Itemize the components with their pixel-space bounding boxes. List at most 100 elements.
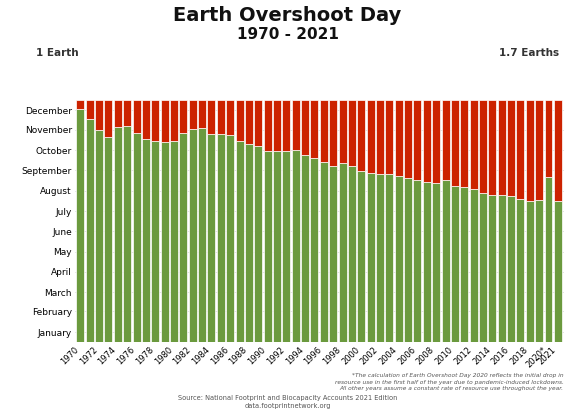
Bar	[320, 162, 328, 342]
Bar	[498, 195, 505, 342]
Bar	[432, 183, 440, 342]
Bar	[404, 178, 412, 342]
Bar	[76, 100, 85, 109]
Bar	[179, 133, 187, 342]
Bar	[142, 139, 150, 342]
Text: 1970 - 2021: 1970 - 2021	[236, 27, 339, 42]
Bar	[432, 100, 440, 183]
Bar	[198, 100, 206, 128]
Bar	[86, 118, 94, 342]
Bar	[245, 100, 253, 144]
Bar	[413, 180, 421, 342]
Text: 1 Earth: 1 Earth	[36, 48, 79, 58]
Bar	[254, 100, 262, 146]
Bar	[95, 130, 103, 342]
Text: 1.7 Earths: 1.7 Earths	[499, 48, 559, 58]
Bar	[516, 199, 524, 342]
Bar	[245, 144, 253, 342]
Bar	[451, 100, 459, 186]
Bar	[105, 100, 113, 136]
Bar	[310, 100, 319, 158]
Bar	[460, 187, 468, 342]
Bar	[488, 100, 496, 195]
Bar	[292, 151, 300, 342]
Bar	[236, 100, 244, 141]
Bar	[320, 100, 328, 162]
Bar	[442, 180, 450, 342]
Bar	[535, 100, 543, 200]
Bar	[348, 166, 356, 342]
Text: Source: National Footprint and Biocapacity Accounts 2021 Edition
data.footprintn: Source: National Footprint and Biocapaci…	[178, 394, 397, 409]
Bar	[217, 134, 225, 342]
Bar	[423, 100, 431, 182]
Bar	[376, 173, 384, 342]
Bar	[114, 127, 122, 342]
Bar	[208, 134, 216, 342]
Bar	[507, 100, 515, 196]
Bar	[86, 100, 94, 118]
Bar	[208, 100, 216, 134]
Bar	[76, 109, 85, 342]
Bar	[339, 163, 347, 342]
Bar	[226, 100, 234, 135]
Bar	[254, 146, 262, 342]
Bar	[554, 100, 562, 201]
Bar	[179, 100, 187, 133]
Bar	[217, 100, 225, 134]
Bar	[310, 158, 319, 342]
Bar	[545, 100, 553, 177]
Bar	[367, 100, 374, 173]
Bar	[282, 100, 290, 151]
Bar	[133, 100, 140, 133]
Bar	[507, 196, 515, 342]
Bar	[442, 100, 450, 180]
Bar	[170, 141, 178, 342]
Bar	[348, 100, 356, 166]
Bar	[385, 100, 393, 174]
Bar	[236, 141, 244, 342]
Bar	[460, 100, 468, 187]
Bar	[357, 171, 365, 342]
Bar	[142, 100, 150, 139]
Bar	[329, 166, 337, 342]
Bar	[123, 100, 131, 126]
Bar	[470, 100, 478, 189]
Bar	[526, 100, 534, 201]
Bar	[488, 195, 496, 342]
Bar	[123, 126, 131, 342]
Bar	[545, 177, 553, 342]
Bar	[292, 100, 300, 151]
Bar	[516, 100, 524, 199]
Bar	[264, 151, 271, 342]
Bar	[339, 100, 347, 163]
Bar	[198, 128, 206, 342]
Bar	[329, 100, 337, 166]
Bar	[526, 201, 534, 342]
Text: *The calculation of Earth Overshoot Day 2020 reflects the initial drop in
resour: *The calculation of Earth Overshoot Day …	[335, 373, 564, 392]
Bar	[385, 174, 393, 342]
Bar	[376, 100, 384, 173]
Bar	[423, 182, 431, 342]
Bar	[264, 100, 271, 151]
Bar	[133, 133, 140, 342]
Bar	[151, 141, 159, 342]
Bar	[273, 100, 281, 151]
Bar	[535, 200, 543, 342]
Bar	[189, 100, 197, 128]
Bar	[479, 193, 487, 342]
Bar	[226, 135, 234, 342]
Bar	[160, 142, 168, 342]
Bar	[301, 100, 309, 155]
Bar	[394, 176, 402, 342]
Bar	[273, 151, 281, 342]
Bar	[394, 100, 402, 176]
Bar	[114, 100, 122, 127]
Bar	[301, 155, 309, 342]
Bar	[357, 100, 365, 171]
Bar	[151, 100, 159, 141]
Bar	[470, 189, 478, 342]
Text: Earth Overshoot Day: Earth Overshoot Day	[174, 6, 401, 25]
Bar	[282, 151, 290, 342]
Bar	[498, 100, 505, 195]
Bar	[367, 173, 374, 342]
